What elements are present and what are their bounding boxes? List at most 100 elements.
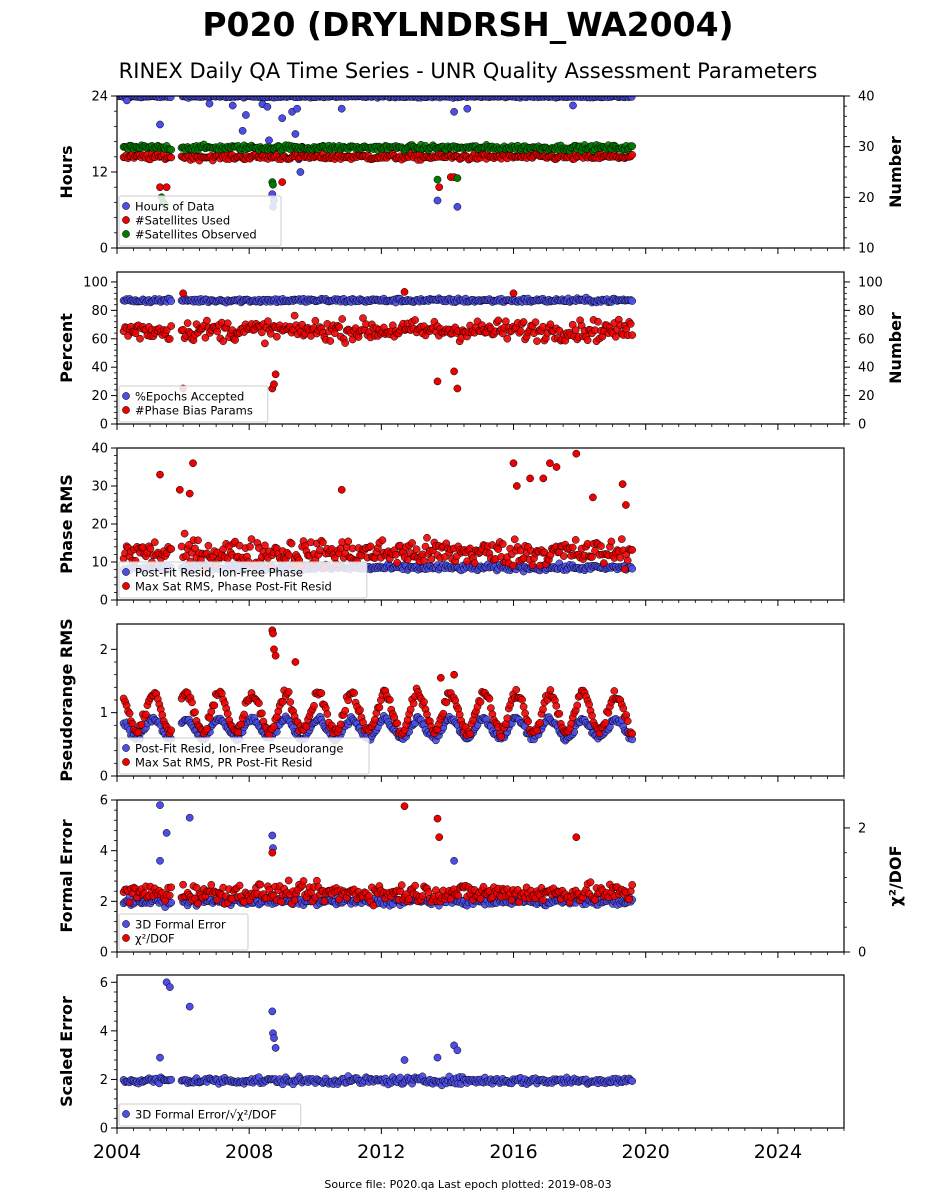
data-point-outlier xyxy=(162,829,171,837)
legend-marker xyxy=(122,230,130,238)
data-point xyxy=(167,145,176,154)
data-point xyxy=(237,720,245,729)
legend-label: Hours of Data xyxy=(135,200,215,214)
data-point-outlier xyxy=(268,831,277,840)
data-point xyxy=(167,1075,176,1084)
ytick-right-label: 0 xyxy=(858,946,866,961)
data-point-outlier xyxy=(509,459,518,468)
data-point xyxy=(539,705,547,714)
data-point xyxy=(247,535,256,543)
data-point xyxy=(470,559,479,567)
data-point xyxy=(627,96,636,101)
data-point xyxy=(191,708,199,717)
ytick-label: 0 xyxy=(100,242,108,257)
data-point xyxy=(310,701,318,710)
data-point xyxy=(518,695,526,704)
data-point xyxy=(223,709,232,718)
data-point xyxy=(142,710,150,719)
data-point-outlier xyxy=(539,474,548,483)
data-point xyxy=(628,297,637,305)
data-point xyxy=(204,541,213,550)
data-point xyxy=(165,335,174,343)
data-point-outlier xyxy=(572,449,581,458)
data-point xyxy=(628,546,637,554)
data-point xyxy=(316,546,324,554)
data-point xyxy=(350,689,358,697)
y-axis-label: Percent xyxy=(57,313,76,383)
data-point-outlier xyxy=(433,196,442,205)
ytick-label: 2 xyxy=(100,895,108,910)
series-2 xyxy=(119,149,637,192)
data-point-outlier xyxy=(435,833,444,842)
ytick-right-label: 80 xyxy=(858,304,875,319)
ytick-label: 12 xyxy=(91,166,108,181)
ytick-right-label: 40 xyxy=(858,90,875,105)
data-point-outlier xyxy=(450,670,458,679)
ytick-label: 0 xyxy=(100,770,108,785)
data-point-outlier xyxy=(291,658,300,666)
data-point xyxy=(341,339,350,347)
data-point xyxy=(359,314,367,322)
data-point xyxy=(607,537,616,546)
data-point xyxy=(240,710,248,719)
data-point xyxy=(628,331,637,339)
data-point xyxy=(625,895,634,904)
legend-marker xyxy=(122,582,130,590)
data-point-outlier xyxy=(123,96,131,105)
data-point-outlier xyxy=(433,377,442,386)
data-point-outlier xyxy=(435,183,444,192)
data-point xyxy=(559,552,568,560)
legend-marker xyxy=(122,934,130,942)
data-point-outlier xyxy=(400,288,409,296)
data-point-outlier xyxy=(175,485,184,494)
figure-subtitle: RINEX Daily QA Time Series - UNR Quality… xyxy=(119,59,818,83)
ytick-label: 100 xyxy=(83,275,108,290)
data-point xyxy=(510,535,519,544)
data-point-outlier xyxy=(400,1056,409,1064)
ytick-label: 6 xyxy=(100,976,108,991)
data-point-outlier xyxy=(269,629,277,638)
data-point-outlier xyxy=(156,856,164,865)
data-point-outlier xyxy=(453,202,462,211)
data-point xyxy=(136,334,144,343)
data-point xyxy=(546,686,555,694)
legend-marker xyxy=(122,392,130,400)
ytick-right-label: 40 xyxy=(858,361,875,376)
data-point xyxy=(194,536,202,545)
data-point xyxy=(552,702,561,710)
data-point xyxy=(264,317,272,326)
data-point xyxy=(375,703,384,712)
data-point xyxy=(338,315,347,323)
data-point xyxy=(466,730,474,738)
data-point xyxy=(167,297,176,305)
data-point-outlier xyxy=(622,501,630,509)
legend-label: Post-Fit Resid, Ion-Free Pseudorange xyxy=(135,742,343,756)
data-point xyxy=(494,316,503,325)
data-point xyxy=(261,541,269,550)
ytick-right-label: 0 xyxy=(858,418,866,433)
data-point xyxy=(573,701,582,710)
data-point xyxy=(555,709,564,718)
chart-panel-4: 0 1 2 Pseudorange RMS Post-Fit Resid, Ion-Fr… xyxy=(57,618,845,785)
data-point xyxy=(519,318,528,326)
data-point xyxy=(341,706,350,715)
legend-label: Max Sat RMS, Phase Post-Fit Resid xyxy=(135,580,332,594)
data-point xyxy=(427,555,436,564)
data-point-outlier xyxy=(156,120,164,129)
ytick-label: 0 xyxy=(100,1122,108,1137)
ytick-label: 0 xyxy=(100,418,108,433)
data-point-outlier xyxy=(268,1007,277,1016)
data-point xyxy=(585,700,593,709)
data-point xyxy=(408,539,416,547)
data-point-outlier xyxy=(270,380,278,389)
data-point xyxy=(258,709,266,718)
data-point-outlier xyxy=(450,367,458,376)
ytick-right-label: 60 xyxy=(858,332,875,347)
data-point-outlier xyxy=(278,114,287,123)
data-point xyxy=(600,559,608,567)
data-point xyxy=(125,898,134,907)
data-point xyxy=(516,327,525,336)
